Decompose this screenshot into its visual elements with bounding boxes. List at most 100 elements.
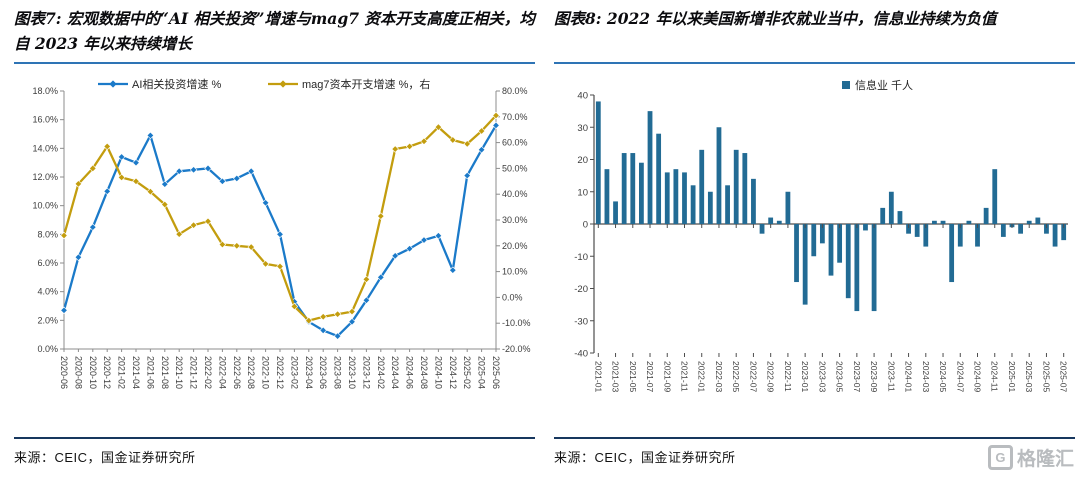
x-axis-tick-label: 2021-06 <box>145 356 155 389</box>
data-point-marker <box>89 164 97 173</box>
data-point-marker <box>405 142 414 151</box>
x-axis-tick-label: 2021-09 <box>662 361 672 392</box>
figure7-source-text: 来源：CEIC，国金证券研究所 <box>14 450 196 465</box>
right-axis-tick-label: -20.0% <box>502 344 531 354</box>
figure7-title-rule <box>14 62 535 64</box>
bar <box>699 149 705 224</box>
data-point-marker <box>132 177 140 186</box>
legend-marker <box>842 81 850 89</box>
bar <box>707 191 713 224</box>
y-axis-tick-label: 20 <box>577 155 588 166</box>
data-point-marker <box>74 253 83 261</box>
bar <box>647 111 653 225</box>
gelonghui-logo-icon: G <box>987 445 1013 470</box>
data-point-marker <box>492 111 500 120</box>
right-axis-tick-label: 70.0% <box>502 112 528 122</box>
data-point-marker <box>434 232 443 240</box>
data-point-marker <box>233 242 241 250</box>
y-axis-tick-label: 30 <box>577 123 588 134</box>
data-point-marker <box>449 136 457 144</box>
data-point-marker <box>290 302 299 311</box>
data-point-marker <box>218 177 227 186</box>
data-point-marker <box>175 230 183 238</box>
x-axis-tick-label: 2024-04 <box>390 356 400 389</box>
x-axis-tick-label: 2022-04 <box>217 356 227 389</box>
x-axis-tick-label: 2022-09 <box>766 361 776 392</box>
bar <box>837 224 843 263</box>
right-axis-tick-label: 30.0% <box>502 215 528 225</box>
data-point-marker <box>261 199 270 207</box>
data-point-marker <box>420 137 428 146</box>
x-axis-tick-label: 2023-02 <box>289 356 299 389</box>
bar <box>897 211 903 224</box>
bar <box>664 172 670 224</box>
bar <box>914 224 920 237</box>
data-point-marker <box>60 306 68 315</box>
data-point-marker <box>391 252 399 260</box>
right-axis-tick-label: -10.0% <box>502 318 531 328</box>
figure8-panel: 图表8: 2022 年以来美国新增非农就业当中，信息业持续为负值 40 30 20 1… <box>554 0 1075 417</box>
bar <box>932 220 937 224</box>
y-axis-tick-label: -20 <box>574 284 588 295</box>
x-axis-tick-label: 2024-05 <box>938 361 948 392</box>
left-axis-tick-label: 0.0% <box>37 344 58 354</box>
data-point-marker <box>319 313 327 321</box>
legend-marker <box>109 80 117 88</box>
x-axis-tick-label: 2025-02 <box>462 356 472 389</box>
data-point-marker <box>89 223 97 231</box>
x-axis-tick-label: 2021-03 <box>611 361 621 392</box>
bar <box>682 172 687 224</box>
series-line-1 <box>62 114 497 322</box>
x-axis-tick-label: 2022-08 <box>246 356 256 389</box>
data-point-marker <box>362 275 371 284</box>
x-axis-tick-label: 2023-09 <box>869 361 879 392</box>
bar <box>802 224 808 305</box>
x-axis-tick-label: 2023-06 <box>318 356 328 389</box>
bar <box>863 224 868 231</box>
x-axis-tick-label: 2023-01 <box>800 361 810 392</box>
x-axis-tick-label: 2025-01 <box>1007 361 1017 392</box>
bar <box>1035 217 1041 224</box>
x-axis-tick-label: 2024-08 <box>419 356 429 389</box>
bar <box>742 153 748 224</box>
figure8-source: 来源：CEIC，国金证券研究所 <box>554 437 1075 466</box>
bar <box>621 153 627 224</box>
x-axis-tick-label: 2025-05 <box>1041 361 1051 392</box>
x-axis-tick-label: 2021-11 <box>679 361 689 392</box>
gelonghui-watermark: G 格隆汇 <box>987 444 1074 471</box>
right-axis-tick-label: 20.0% <box>502 241 528 251</box>
bar <box>966 220 972 224</box>
x-axis-tick-label: 2024-02 <box>376 356 386 389</box>
x-axis-tick-label: 2021-05 <box>628 361 638 392</box>
bar <box>604 169 610 224</box>
data-point-marker <box>261 260 270 268</box>
data-point-marker <box>391 145 399 153</box>
x-axis-tick-label: 2025-07 <box>1059 361 1069 392</box>
bar <box>888 191 894 224</box>
data-point-marker <box>434 123 443 131</box>
data-point-marker <box>103 187 111 196</box>
y-axis-tick-label: -40 <box>574 349 588 360</box>
x-axis-tick-label: 2025-04 <box>477 356 487 389</box>
x-axis-tick-label: 2025-03 <box>1024 361 1034 392</box>
x-axis-tick-label: 2022-11 <box>783 361 793 392</box>
bar <box>639 162 644 224</box>
x-axis-tick-label: 2022-10 <box>261 356 271 389</box>
left-axis-tick-label: 16.0% <box>32 115 58 125</box>
x-axis-tick-label: 2023-11 <box>886 361 896 392</box>
bar <box>733 149 739 224</box>
bar <box>751 178 756 224</box>
data-point-marker <box>377 212 385 220</box>
data-point-marker <box>117 173 126 182</box>
data-point-marker <box>463 171 471 180</box>
data-point-marker <box>204 164 212 173</box>
legend-marker <box>279 80 287 88</box>
x-axis-tick-label: 2023-10 <box>347 356 357 389</box>
data-point-marker <box>348 318 356 326</box>
y-axis-tick-label: 10 <box>577 187 588 198</box>
data-point-marker <box>305 316 313 325</box>
x-axis-tick-label: 2020-12 <box>102 356 112 389</box>
right-axis-tick-label: 0.0% <box>502 292 523 302</box>
x-axis-tick-label: 2024-12 <box>448 356 458 389</box>
bar <box>1044 224 1049 234</box>
